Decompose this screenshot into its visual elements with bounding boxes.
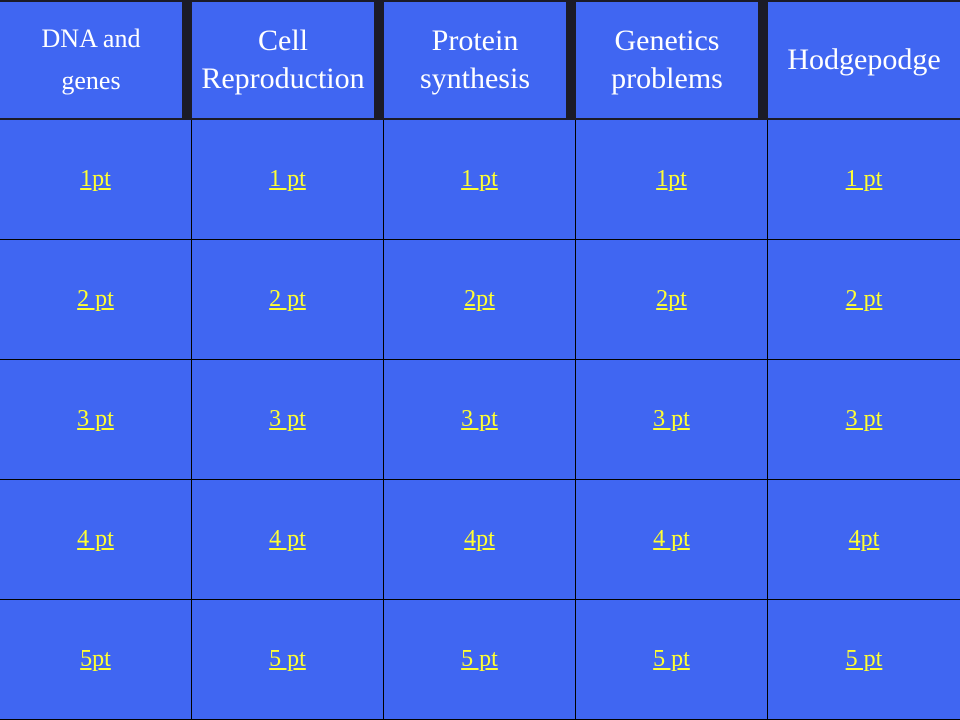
points-link[interactable]: 2pt xyxy=(656,286,687,312)
points-cell: 4pt xyxy=(384,480,576,600)
points-link[interactable]: 1 pt xyxy=(461,166,498,192)
points-cell: 2 pt xyxy=(768,240,960,360)
points-cell: 3 pt xyxy=(0,360,192,480)
points-link[interactable]: 4 pt xyxy=(653,526,690,552)
category-cell-reproduction: Cell Reproduction xyxy=(192,2,378,118)
points-cell: 5pt xyxy=(0,600,192,720)
points-cell: 3 pt xyxy=(768,360,960,480)
points-link[interactable]: 1pt xyxy=(656,166,687,192)
points-cell: 1 pt xyxy=(384,120,576,240)
points-cell: 3 pt xyxy=(576,360,768,480)
points-link[interactable]: 2pt xyxy=(464,286,495,312)
category-label: Hodgepodge xyxy=(787,43,941,76)
points-cell: 4 pt xyxy=(576,480,768,600)
points-link[interactable]: 5 pt xyxy=(269,646,306,672)
points-link[interactable]: 3 pt xyxy=(269,406,306,432)
points-cell: 4 pt xyxy=(192,480,384,600)
category-label: Protein synthesis xyxy=(419,24,530,95)
category-hodgepodge: Hodgepodge xyxy=(768,2,960,118)
points-link[interactable]: 4pt xyxy=(848,526,880,552)
points-link[interactable]: 1pt xyxy=(80,166,111,192)
points-cell: 3 pt xyxy=(192,360,384,480)
points-link[interactable]: 3 pt xyxy=(77,406,114,432)
points-grid: 1pt 1 pt 1 pt 1pt 1 pt 2 pt 2 pt 2pt 2pt… xyxy=(0,120,960,720)
points-link[interactable]: 3 pt xyxy=(845,406,883,432)
points-cell: 1pt xyxy=(576,120,768,240)
points-link[interactable]: 4pt xyxy=(464,526,495,552)
points-link[interactable]: 2 pt xyxy=(77,286,114,312)
category-protein-synthesis: Protein synthesis xyxy=(384,2,570,118)
points-link[interactable]: 1 pt xyxy=(845,166,883,192)
category-label: DNA and genes xyxy=(41,24,141,95)
points-cell: 5 pt xyxy=(192,600,384,720)
points-cell: 5 pt xyxy=(576,600,768,720)
points-link[interactable]: 4 pt xyxy=(269,526,306,552)
points-cell: 4pt xyxy=(768,480,960,600)
points-cell: 2pt xyxy=(384,240,576,360)
points-link[interactable]: 3 pt xyxy=(653,406,690,432)
points-cell: 1 pt xyxy=(192,120,384,240)
points-cell: 4 pt xyxy=(0,480,192,600)
points-link[interactable]: 5 pt xyxy=(461,646,498,672)
points-cell: 2pt xyxy=(576,240,768,360)
points-cell: 2 pt xyxy=(192,240,384,360)
category-dna-and-genes: DNA and genes xyxy=(0,2,186,118)
category-label: Genetics problems xyxy=(611,24,723,95)
points-cell: 1pt xyxy=(0,120,192,240)
points-cell: 5 pt xyxy=(384,600,576,720)
points-link[interactable]: 4 pt xyxy=(77,526,114,552)
points-link[interactable]: 5 pt xyxy=(653,646,690,672)
points-cell: 2 pt xyxy=(0,240,192,360)
points-link[interactable]: 2 pt xyxy=(845,286,883,312)
points-cell: 5 pt xyxy=(768,600,960,720)
points-link[interactable]: 2 pt xyxy=(269,286,306,312)
points-cell: 3 pt xyxy=(384,360,576,480)
points-cell: 1 pt xyxy=(768,120,960,240)
points-link[interactable]: 5 pt xyxy=(845,646,883,672)
points-link[interactable]: 1 pt xyxy=(269,166,306,192)
category-header-row: DNA and genes Cell Reproduction Protein … xyxy=(0,0,960,120)
category-label: Cell Reproduction xyxy=(201,24,365,95)
points-link[interactable]: 3 pt xyxy=(461,406,498,432)
points-link[interactable]: 5pt xyxy=(80,646,111,672)
category-genetics-problems: Genetics problems xyxy=(576,2,762,118)
